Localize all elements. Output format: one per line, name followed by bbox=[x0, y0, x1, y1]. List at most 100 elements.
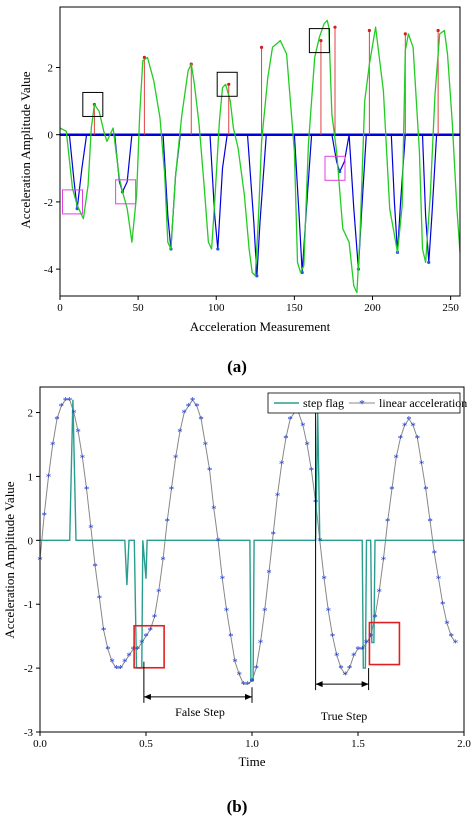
linear-acceleration-marker: * bbox=[164, 516, 170, 528]
linear-acceleration-marker: * bbox=[232, 657, 238, 669]
y-tick-label-b: 1 bbox=[28, 471, 34, 483]
linear-acceleration-marker: * bbox=[317, 535, 323, 547]
linear-acceleration-marker: * bbox=[343, 670, 349, 682]
linear-acceleration-marker: * bbox=[402, 420, 408, 432]
linear-acceleration-marker: * bbox=[220, 574, 226, 586]
linear-acceleration-marker: * bbox=[427, 516, 433, 528]
linear-acceleration-marker: * bbox=[71, 408, 77, 420]
linear-acceleration-marker: * bbox=[372, 612, 378, 624]
plot-frame-a bbox=[59, 6, 461, 297]
linear-acceleration-marker: * bbox=[169, 484, 175, 496]
x-tick-label-a: 50 bbox=[133, 302, 145, 314]
linear-acceleration-marker: * bbox=[258, 638, 264, 650]
linear-acceleration-marker: * bbox=[249, 676, 255, 688]
legend-marker-linear-acceleration: * bbox=[359, 397, 365, 411]
linear-acceleration-marker: * bbox=[80, 452, 86, 464]
y-tick-label-a: -4 bbox=[44, 264, 54, 276]
linear-acceleration-marker: * bbox=[449, 631, 455, 643]
linear-acceleration-marker: * bbox=[228, 631, 234, 643]
linear-acceleration-marker: * bbox=[135, 644, 141, 656]
chart-a: 0 50 100 150 200 250 -4 -2 0 2 Acceleration Measu… bbox=[18, 6, 461, 334]
linear-acceleration-marker: * bbox=[347, 663, 353, 675]
linear-acceleration-marker: * bbox=[160, 555, 166, 567]
linear-acceleration-marker: * bbox=[338, 663, 344, 675]
peak-point bbox=[436, 28, 440, 33]
linear-acceleration-marker: * bbox=[321, 574, 327, 586]
linear-acceleration-marker: * bbox=[224, 606, 230, 618]
series-step-flag bbox=[40, 399, 464, 682]
peak-point bbox=[227, 82, 231, 86]
x-tick-label-a: 100 bbox=[208, 302, 225, 314]
linear-acceleration-marker: * bbox=[419, 459, 425, 471]
chart-b: ****************************************… bbox=[2, 386, 471, 769]
highlight-box-black bbox=[308, 28, 330, 54]
legend-label-linear-acceleration: linear acceleration bbox=[379, 396, 467, 410]
linear-acceleration-marker: * bbox=[262, 606, 268, 618]
linear-acceleration-marker: * bbox=[139, 638, 145, 650]
linear-acceleration-marker: * bbox=[143, 631, 149, 643]
highlight-box-black bbox=[216, 71, 238, 97]
x-tick-label-a: 0 bbox=[57, 302, 63, 314]
linear-acceleration-marker: * bbox=[436, 574, 442, 586]
linear-acceleration-marker: * bbox=[75, 427, 81, 439]
linear-acceleration-marker: * bbox=[186, 401, 192, 413]
linear-acceleration-marker: * bbox=[237, 670, 243, 682]
linear-acceleration-marker: * bbox=[177, 427, 183, 439]
linear-acceleration-marker: * bbox=[203, 440, 209, 452]
linear-acceleration-marker: * bbox=[270, 529, 276, 541]
linear-acceleration-marker: * bbox=[326, 606, 332, 618]
series-linear-acceleration bbox=[39, 399, 456, 685]
peak-point bbox=[142, 55, 146, 60]
linear-acceleration-marker: * bbox=[41, 510, 47, 522]
linear-acceleration-marker: * bbox=[63, 395, 69, 407]
linear-acceleration-marker: * bbox=[376, 586, 382, 598]
linear-acceleration-marker: * bbox=[147, 625, 153, 637]
false-peak-box bbox=[368, 621, 401, 666]
x-tick-label-b: 2.0 bbox=[457, 738, 471, 750]
linear-acceleration-marker: * bbox=[432, 548, 438, 560]
linear-acceleration-marker: * bbox=[181, 408, 187, 420]
linear-acceleration-marker: * bbox=[266, 567, 272, 579]
linear-acceleration-marker: * bbox=[152, 612, 158, 624]
peak-point bbox=[403, 32, 407, 36]
linear-acceleration-marker: * bbox=[309, 465, 315, 477]
false-step-label: False Step bbox=[175, 705, 225, 719]
y-axis-label-b: Acceleration Amplitude Value bbox=[2, 481, 17, 638]
linear-acceleration-marker: * bbox=[241, 679, 247, 691]
linear-acceleration-marker: * bbox=[415, 433, 421, 445]
linear-acceleration-marker: * bbox=[300, 420, 306, 432]
linear-acceleration-marker: * bbox=[105, 644, 111, 656]
linear-acceleration-marker: * bbox=[122, 657, 128, 669]
highlight-box-black bbox=[82, 91, 104, 117]
linear-acceleration-marker: * bbox=[190, 395, 196, 407]
linear-acceleration-marker: * bbox=[368, 631, 374, 643]
valley-point bbox=[216, 247, 220, 251]
linear-acceleration-marker: * bbox=[381, 555, 387, 567]
linear-acceleration-marker: * bbox=[97, 593, 103, 605]
linear-acceleration-marker: * bbox=[58, 401, 64, 413]
linear-acceleration-marker: * bbox=[198, 414, 204, 426]
linear-acceleration-marker: * bbox=[440, 599, 446, 611]
highlight-box-magenta bbox=[62, 189, 83, 215]
highlight-box-magenta bbox=[115, 179, 137, 205]
linear-acceleration-marker: * bbox=[173, 452, 179, 464]
y-tick-label-b: -2 bbox=[24, 663, 33, 675]
linear-acceleration-marker: * bbox=[156, 586, 162, 598]
linear-acceleration-marker: * bbox=[351, 650, 357, 662]
valley-point bbox=[255, 274, 259, 278]
linear-acceleration-marker: * bbox=[334, 650, 340, 662]
linear-acceleration-marker: * bbox=[84, 484, 90, 496]
peak-point bbox=[367, 28, 371, 33]
linear-acceleration-marker: * bbox=[275, 491, 281, 503]
linear-acceleration-marker: * bbox=[215, 535, 221, 547]
linear-acceleration-marker: * bbox=[406, 414, 412, 426]
linear-acceleration-marker: * bbox=[194, 401, 200, 413]
linear-acceleration-marker: * bbox=[385, 516, 391, 528]
linear-acceleration-marker: * bbox=[330, 631, 336, 643]
false-peak-box bbox=[133, 624, 165, 669]
legend-b: step flag * linear acceleration bbox=[267, 392, 467, 414]
x-axis-label-a: Acceleration Measurement bbox=[190, 319, 331, 334]
series-raw-acceleration bbox=[59, 19, 461, 294]
linear-acceleration-marker: * bbox=[444, 618, 450, 630]
peak-point bbox=[259, 45, 264, 49]
